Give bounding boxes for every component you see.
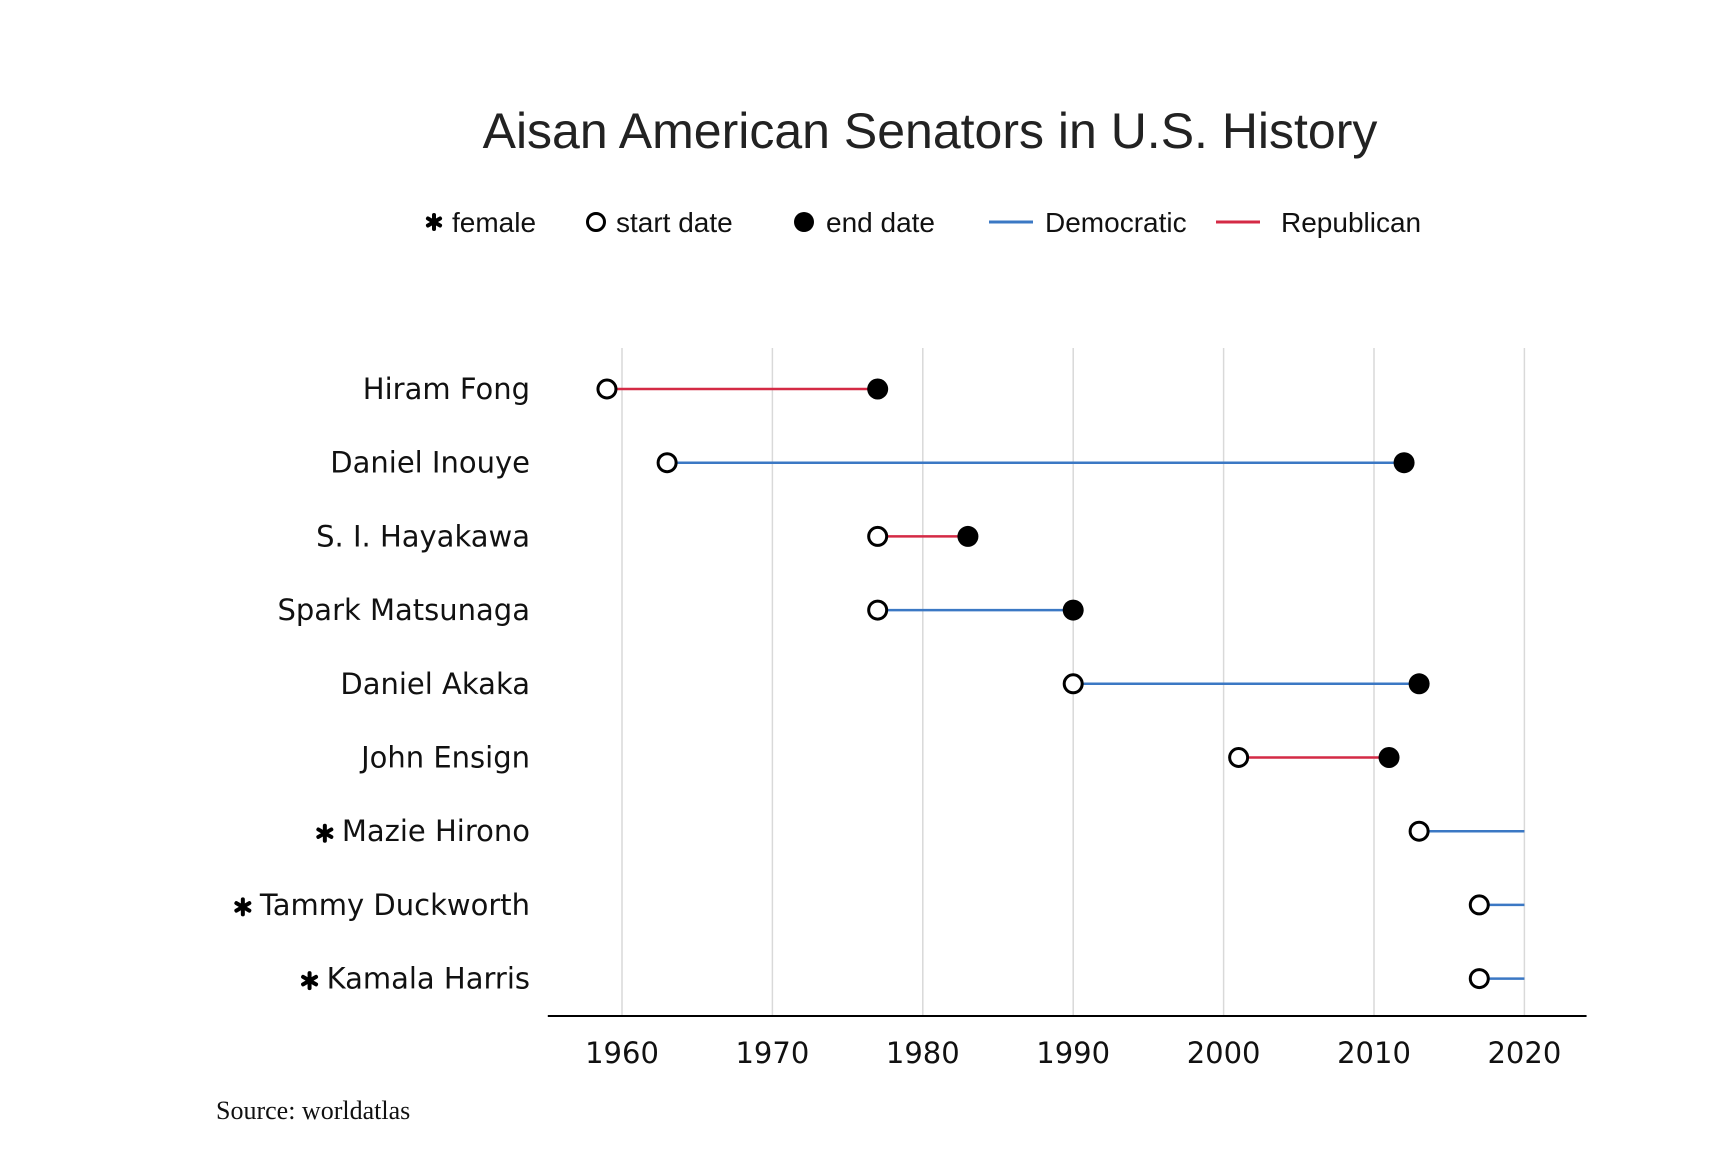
- asterisk-icon: [425, 213, 443, 231]
- start-marker: [867, 599, 889, 621]
- end-marker: [1378, 747, 1400, 768]
- legend-item-end-date: end date: [794, 207, 935, 238]
- legend-item-start-date: start date: [586, 207, 733, 238]
- legend-label: female: [452, 207, 536, 238]
- end-marker: [1408, 673, 1430, 695]
- start-marker: [1468, 894, 1490, 916]
- female-asterisk-icon: [316, 823, 334, 843]
- legend-label: Democratic: [1045, 207, 1187, 238]
- senator-name: S. I. Hayakawa: [316, 519, 530, 553]
- senator-name: Daniel Akaka: [340, 667, 530, 701]
- senator-name: Daniel Inouye: [330, 446, 530, 480]
- senator-row: Daniel Inouye: [330, 446, 1415, 480]
- senator-row: Tammy Duckworth: [234, 888, 1525, 922]
- x-tick-label-2010: 2010: [1337, 1036, 1411, 1070]
- senator-row: Daniel Akaka: [340, 667, 1430, 701]
- senator-row: S. I. Hayakawa: [316, 519, 979, 553]
- end-marker: [867, 378, 889, 400]
- start-marker: [1228, 747, 1250, 768]
- senator-row: John Ensign: [359, 741, 1400, 775]
- senator-name: John Ensign: [359, 741, 530, 775]
- x-axis: 1960 1970 1980 1990 2000 2010 2020: [547, 1015, 1587, 1070]
- legend-label: Republican: [1281, 207, 1421, 238]
- end-marker: [1393, 452, 1415, 474]
- senator-name: Hiram Fong: [363, 372, 530, 406]
- legend-item-female: female: [425, 207, 536, 238]
- start-marker: [1062, 673, 1084, 695]
- legend-label: end date: [826, 207, 935, 238]
- end-marker: [1062, 599, 1084, 621]
- senator-row: Kamala Harris: [301, 962, 1525, 996]
- start-marker: [1408, 820, 1430, 842]
- open-circle-icon: [586, 212, 606, 232]
- senator-name: Tammy Duckworth: [259, 888, 530, 922]
- x-tick-label-2020: 2020: [1487, 1036, 1561, 1070]
- x-tick-label-1960: 1960: [585, 1036, 659, 1070]
- chart-title: Aisan American Senators in U.S. History: [483, 103, 1378, 159]
- senator-rows: Hiram Fong Daniel Inouye S. I. Hayakawa Spa…: [234, 372, 1525, 996]
- start-marker: [656, 452, 678, 474]
- legend-item-democratic: Democratic: [989, 207, 1187, 238]
- senator-row: Mazie Hirono: [316, 814, 1525, 848]
- legend-item-republican: Republican: [1216, 207, 1421, 238]
- x-tick-label-1970: 1970: [735, 1036, 809, 1070]
- end-marker: [957, 525, 979, 547]
- x-tick-label-2000: 2000: [1187, 1036, 1261, 1070]
- senator-row: Hiram Fong: [363, 372, 889, 406]
- female-asterisk-icon: [234, 897, 252, 917]
- senator-name: Spark Matsunaga: [277, 593, 530, 627]
- senator-name: Mazie Hirono: [342, 814, 530, 848]
- start-marker: [867, 525, 889, 547]
- senator-row: Spark Matsunaga: [277, 593, 1084, 627]
- start-marker: [596, 378, 618, 400]
- senator-name: Kamala Harris: [327, 962, 530, 996]
- source-note: Source: worldatlas: [216, 1096, 410, 1125]
- x-tick-label-1980: 1980: [886, 1036, 960, 1070]
- legend: female start date end date Democratic Republ…: [425, 207, 1421, 238]
- filled-circle-icon: [794, 212, 814, 232]
- x-tick-label-1990: 1990: [1036, 1036, 1110, 1070]
- female-asterisk-icon: [301, 971, 319, 991]
- start-marker: [1468, 968, 1490, 990]
- legend-label: start date: [616, 207, 733, 238]
